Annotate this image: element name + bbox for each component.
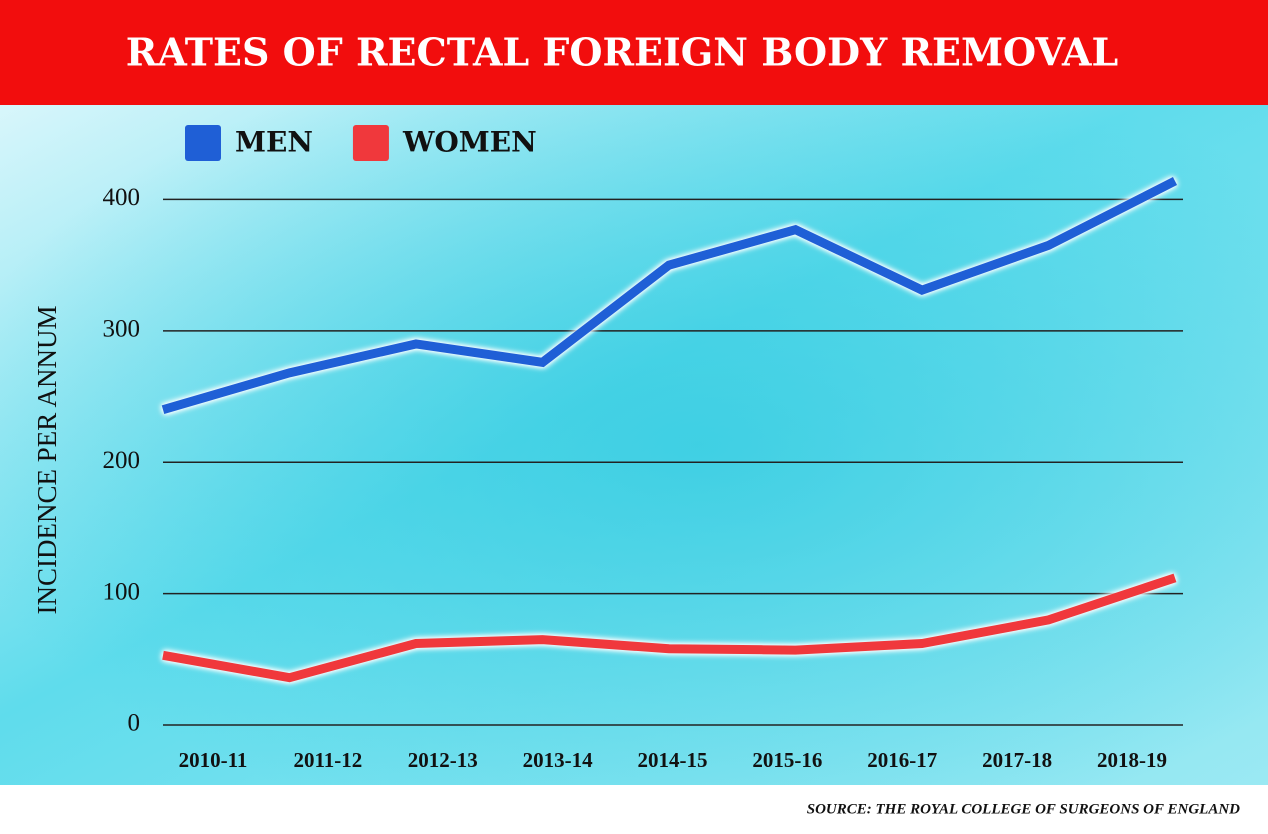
y-tick-label: 100 — [103, 578, 141, 605]
x-tick-label: 2015-16 — [752, 748, 822, 772]
x-tick-label: 2013-14 — [523, 748, 593, 772]
x-tick-label: 2016-17 — [867, 748, 937, 772]
x-tick-label: 2018-19 — [1097, 748, 1167, 772]
y-tick-label: 200 — [103, 447, 141, 474]
grid: 0 100 200 300 400 2010-11 2011-12 2012-13 2013-1… — [103, 184, 1183, 772]
series-line — [162, 573, 1177, 683]
y-tick-label: 400 — [103, 184, 141, 211]
x-tick-label: 2010-11 — [179, 748, 248, 772]
x-tick-label: 2014-15 — [638, 748, 708, 772]
x-tick-label: 2017-18 — [982, 748, 1052, 772]
legend-label: WOMEN — [402, 126, 537, 159]
plot — [161, 177, 1178, 683]
legend-swatch — [352, 125, 389, 161]
title-bar — [0, 0, 1268, 105]
legend: MEN WOMEN — [185, 125, 537, 161]
legend-label: MEN — [235, 126, 313, 159]
legend-swatch — [185, 125, 221, 161]
x-tick-label: 2012-13 — [408, 748, 478, 772]
y-tick-label: 300 — [103, 316, 141, 343]
source-note: SOURCE: THE ROYAL COLLEGE OF SURGEONS OF… — [807, 801, 1240, 817]
series-line — [161, 177, 1178, 414]
y-axis-label: INCIDENCE PER ANNUM — [32, 305, 62, 614]
photo-shade — [0, 105, 1268, 785]
x-tick-label: 2011-12 — [293, 748, 362, 772]
chart-title: RATES OF RECTAL FOREIGN BODY REMOVAL — [126, 30, 1118, 75]
y-tick-label: 0 — [128, 710, 141, 737]
